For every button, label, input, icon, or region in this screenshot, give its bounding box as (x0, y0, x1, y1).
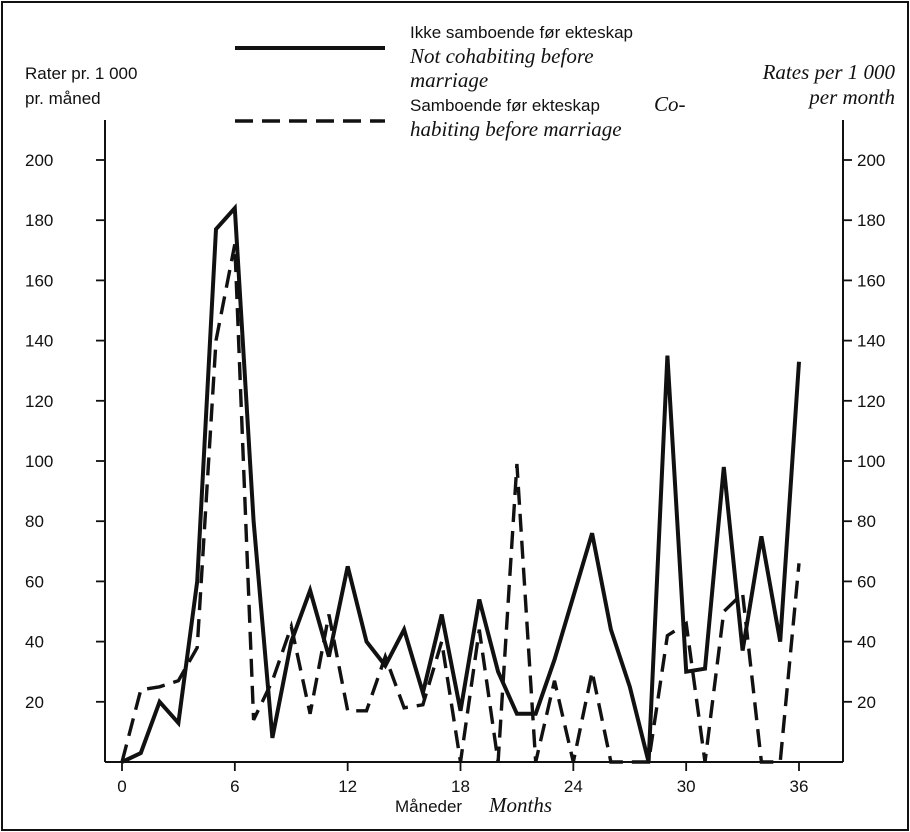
x-tick-label: 12 (338, 777, 357, 796)
left-y-ticks: 20 40 60 80 100 120 140 160 180 200 (25, 151, 105, 712)
y-tick-label-left: 160 (25, 271, 53, 290)
right-y-axis-label-line2: per month (807, 85, 895, 109)
y-tick-label-right: 100 (857, 452, 885, 471)
legend: Ikke samboende før ekteskap Not cohabiti… (235, 23, 686, 141)
y-tick-label-right: 180 (857, 211, 885, 230)
y-tick-label-left: 120 (25, 392, 53, 411)
x-tick-label: 30 (677, 777, 696, 796)
y-tick-label-right: 160 (857, 271, 885, 290)
left-y-axis-label-line2: pr. måned (25, 89, 101, 108)
axes (104, 120, 844, 763)
y-tick-label-left: 20 (25, 693, 44, 712)
x-ticks: 0 6 12 18 24 30 36 (117, 762, 808, 796)
y-tick-label-right: 140 (857, 332, 885, 351)
y-tick-label-left: 140 (25, 332, 53, 351)
y-tick-label-left: 60 (25, 572, 44, 591)
legend-label-cohabiting-en-line2: habiting before marriage (410, 117, 622, 141)
y-tick-label-left: 180 (25, 211, 53, 230)
right-y-ticks: 20 40 60 80 100 120 140 160 180 200 (843, 151, 885, 712)
y-tick-label-right: 120 (857, 392, 885, 411)
y-tick-label-left: 80 (25, 512, 44, 531)
y-tick-label-right: 20 (857, 693, 876, 712)
x-axis-label-en: Months (488, 793, 552, 817)
y-tick-label-right: 40 (857, 633, 876, 652)
legend-label-cohabiting-en-line1: Co- (654, 92, 686, 116)
y-tick-label-left: 200 (25, 151, 53, 170)
legend-label-not-cohabiting-en-line2: marriage (410, 68, 488, 92)
x-tick-label: 6 (230, 777, 239, 796)
left-y-axis-label-line1: Rater pr. 1 000 (25, 64, 137, 83)
legend-label-not-cohabiting-no: Ikke samboende før ekteskap (410, 23, 633, 42)
y-tick-label-left: 100 (25, 452, 53, 471)
right-y-axis-label-line1: Rates per 1 000 (762, 60, 896, 84)
x-tick-label: 36 (790, 777, 809, 796)
series-lines (120, 203, 801, 764)
y-tick-label-left: 40 (25, 633, 44, 652)
series-line-not-cohabiting (121, 203, 801, 764)
legend-label-not-cohabiting-en-line1: Not cohabiting before (409, 44, 594, 68)
series-line-cohabiting (120, 243, 801, 764)
x-axis-label-no: Måneder (395, 797, 462, 816)
y-tick-label-right: 80 (857, 512, 876, 531)
y-tick-label-right: 200 (857, 151, 885, 170)
x-tick-label: 24 (564, 777, 583, 796)
x-tick-label: 0 (117, 777, 126, 796)
y-tick-label-right: 60 (857, 572, 876, 591)
x-tick-label: 18 (451, 777, 470, 796)
legend-label-cohabiting-no: Samboende før ekteskap (410, 96, 600, 115)
